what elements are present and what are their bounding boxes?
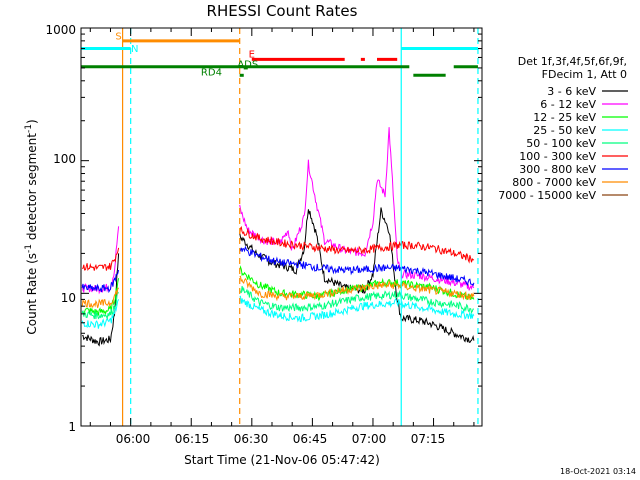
y-tick-label-1: 1 — [68, 420, 76, 434]
series-line-6-segment-1 — [239, 245, 475, 287]
legend-header-line-2: FDecim 1, Att 0 — [542, 68, 627, 81]
legend-entry-label-0: 3 - 6 keV — [547, 85, 596, 98]
axis-tick-layer — [81, 28, 482, 427]
series-line-4-segment-1 — [239, 285, 474, 314]
series-line-3-segment-0 — [81, 299, 120, 329]
legend-entry-label-5: 100 - 300 keV — [519, 150, 596, 163]
series-line-4-segment-0 — [81, 290, 119, 320]
x-tick-label-0600: 06:00 — [116, 432, 151, 446]
series-line-0-segment-0 — [82, 253, 120, 347]
legend-entry-label-3: 25 - 50 keV — [533, 124, 596, 137]
y-tick-label-100: 100 — [53, 152, 76, 166]
series-line-5-segment-0 — [82, 247, 120, 272]
series-line-2-segment-0 — [81, 278, 120, 316]
render-timestamp: 18-Oct-2021 03:14 — [560, 467, 636, 476]
flag-label-4: ADS — [237, 59, 258, 70]
x-axis-label: Start Time (21-Nov-06 05:47:42) — [184, 453, 380, 467]
flag-label-3: RD4 — [201, 67, 222, 78]
legend-entry-label-4: 50 - 100 keV — [526, 137, 596, 150]
series-line-7-segment-1 — [239, 275, 475, 302]
series-line-6-segment-0 — [81, 269, 120, 294]
y-tick-label-1000: 1000 — [45, 23, 76, 37]
chart-title: RHESSI Count Rates — [207, 2, 358, 20]
legend-entry-label-1: 6 - 12 keV — [540, 98, 596, 111]
series-layer — [81, 127, 475, 347]
x-tick-label-0615: 06:15 — [175, 432, 210, 446]
y-tick-label-10: 10 — [61, 291, 76, 305]
flag-label-0: S — [115, 31, 121, 42]
series-line-1-segment-1 — [239, 127, 475, 291]
legend-entry-label-8: 7000 - 15000 keV — [498, 189, 596, 202]
legend-entry-label-2: 12 - 25 keV — [533, 111, 596, 124]
flag-label-2: E — [249, 49, 255, 60]
flag-label-1: N — [131, 44, 138, 55]
x-tick-label-0715: 07:15 — [411, 432, 446, 446]
time-marker-layer — [121, 28, 479, 426]
series-line-5-segment-1 — [239, 225, 475, 264]
plot-frame — [80, 27, 483, 427]
series-line-7-segment-0 — [81, 287, 120, 308]
legend-header-line-1: Det 1f,3f,4f,5f,6f,9f, — [518, 55, 627, 68]
x-tick-label-0700: 07:00 — [352, 432, 387, 446]
flag-bar-layer: SN E RD4 ADS — [81, 31, 478, 78]
x-tick-label-0630: 06:30 — [234, 432, 269, 446]
legend-entry-label-7: 800 - 7000 keV — [512, 176, 596, 189]
series-line-3-segment-1 — [239, 295, 475, 323]
y-axis-label: Count Rate (s-1 detector segment-1) — [24, 119, 39, 334]
x-tick-label-0645: 06:45 — [293, 432, 328, 446]
series-line-2-segment-1 — [239, 265, 475, 302]
legend-entry-label-6: 300 - 800 keV — [519, 163, 596, 176]
